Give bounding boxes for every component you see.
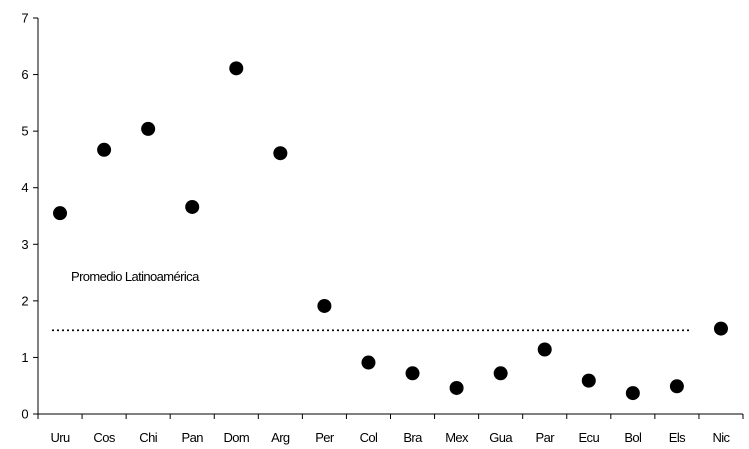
data-point xyxy=(317,298,332,313)
x-tick-label: Dom xyxy=(223,430,249,445)
x-ticks: Uru Cos Chi Pan Dom Arg Per Col Bra Mex Gua Par Ecu B… xyxy=(37,414,744,445)
y-tick-label: 4 xyxy=(21,180,28,195)
data-point xyxy=(97,142,112,157)
x-tick-label: Ecu xyxy=(578,430,599,445)
average-reference-label: Promedio Latinoamérica xyxy=(71,269,200,284)
x-tick-label: Pan xyxy=(182,430,204,445)
data-point xyxy=(405,366,420,381)
x-tick-label: Arg xyxy=(271,430,290,445)
data-points xyxy=(53,61,728,401)
x-tick-label: Uru xyxy=(50,430,70,445)
data-point xyxy=(273,146,288,161)
data-point xyxy=(537,342,552,357)
data-point xyxy=(229,61,244,76)
x-tick-label: Bol xyxy=(624,430,642,445)
x-tick-label: Chi xyxy=(139,430,157,445)
x-tick-label: Els xyxy=(669,430,686,445)
data-point xyxy=(361,355,376,370)
data-point xyxy=(713,321,728,336)
axes xyxy=(37,18,743,415)
data-point xyxy=(625,386,640,401)
y-tick-label: 6 xyxy=(21,67,28,82)
x-tick-label: Col xyxy=(360,430,378,445)
x-tick-label: Gua xyxy=(489,430,513,445)
y-ticks: 0 1 2 3 4 5 6 7 xyxy=(21,11,38,422)
y-tick-label: 2 xyxy=(21,293,28,308)
data-point xyxy=(53,206,68,221)
x-tick-label: Par xyxy=(536,430,556,445)
data-point xyxy=(493,366,508,381)
y-tick-label: 0 xyxy=(21,407,28,422)
data-point xyxy=(141,121,156,136)
y-tick-label: 7 xyxy=(21,11,28,26)
y-tick-label: 3 xyxy=(21,237,28,252)
x-tick-label: Mex xyxy=(445,430,469,445)
data-point xyxy=(185,199,200,214)
x-tick-label: Per xyxy=(315,430,335,445)
x-tick-label: Bra xyxy=(403,430,423,445)
x-tick-label: Nic xyxy=(712,430,730,445)
y-tick-label: 5 xyxy=(21,124,28,139)
data-point xyxy=(669,379,684,394)
x-tick-label: Cos xyxy=(93,430,115,445)
data-point xyxy=(581,373,596,388)
y-tick-label: 1 xyxy=(21,350,28,365)
data-point xyxy=(449,380,464,395)
